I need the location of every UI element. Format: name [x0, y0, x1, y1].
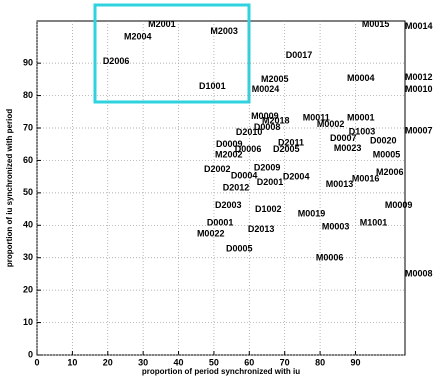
point-label: M0002 — [317, 119, 345, 129]
y-tick-label: 10 — [23, 317, 33, 327]
point-label: M0008 — [405, 268, 433, 278]
point-label: M2005 — [261, 74, 289, 84]
point-label: M2001 — [148, 19, 176, 29]
point-label: M2004 — [124, 31, 152, 41]
point-label: D0017 — [286, 50, 313, 60]
x-tick-label: 70 — [280, 357, 290, 367]
point-label: M0004 — [347, 73, 375, 83]
point-label: M0011 — [303, 112, 330, 122]
point-label: D0001 — [207, 217, 234, 227]
point-label: M0014 — [405, 21, 433, 31]
point-label: D2009 — [254, 162, 281, 172]
point-label: M0001 — [347, 112, 375, 122]
point-label: M2002 — [215, 149, 243, 159]
y-tick-label: 30 — [23, 252, 33, 262]
point-label: M0022 — [197, 228, 225, 238]
point-label: M2006 — [376, 167, 404, 177]
point-label: M2003 — [210, 26, 238, 36]
point-label: D2006 — [103, 56, 130, 66]
point-label: M0023 — [334, 143, 362, 153]
point-label: M0016 — [352, 173, 380, 183]
x-tick-label: 60 — [244, 357, 254, 367]
point-label: D2010 — [236, 127, 263, 137]
point-label: M0019 — [298, 208, 326, 218]
y-axis-label: proportion of iu synchronized with perio… — [5, 109, 14, 267]
point-label: M0015 — [362, 19, 390, 29]
y-tick-label: 90 — [23, 58, 33, 68]
point-label: D0007 — [330, 133, 357, 143]
point-label: D2002 — [204, 164, 231, 174]
point-label: D2011 — [278, 137, 304, 147]
point-label: D2013 — [248, 224, 275, 234]
point-label: D1002 — [255, 204, 282, 214]
point-label: M0003 — [322, 221, 350, 231]
point-label: M0009 — [385, 200, 413, 210]
point-label: D1003 — [349, 126, 376, 136]
point-label: D0006 — [235, 144, 262, 154]
y-tick-label: 40 — [23, 220, 33, 230]
point-label: M0012 — [405, 72, 433, 82]
plot-frame — [36, 20, 406, 356]
x-tick-label: 90 — [350, 357, 360, 367]
point-label: M0013 — [326, 179, 354, 189]
point-label: D0005 — [226, 243, 253, 253]
y-tick-label: 0 — [28, 349, 33, 359]
x-axis-label: proportion of period synchronized with i… — [142, 367, 300, 376]
x-tick-label: 30 — [138, 357, 148, 367]
point-label: D2001 — [257, 177, 284, 187]
point-label: M0006 — [316, 252, 344, 262]
y-tick-label: 50 — [23, 187, 33, 197]
point-label: M0010 — [405, 84, 433, 94]
point-label: M0009 — [251, 111, 279, 121]
y-tick-label: 80 — [23, 90, 33, 100]
y-tick-label: 20 — [23, 285, 33, 295]
x-tick-label: 80 — [315, 357, 325, 367]
point-label: D2005 — [273, 144, 300, 154]
x-tick-label: 40 — [174, 357, 184, 367]
point-label: M0007 — [405, 125, 433, 135]
point-label: D0020 — [370, 135, 397, 145]
point-label: D0009 — [216, 139, 243, 149]
point-label: M0024 — [252, 84, 280, 94]
point-label: M1001 — [360, 217, 388, 227]
x-tick-label: 10 — [67, 357, 77, 367]
point-label: M0005 — [373, 149, 401, 159]
y-tick-label: 70 — [23, 122, 33, 132]
point-label: M2018 — [262, 115, 290, 125]
x-tick-label: 50 — [209, 357, 219, 367]
point-label: D2004 — [283, 171, 310, 181]
x-tick-label: 0 — [34, 357, 39, 367]
point-label: D0008 — [254, 122, 281, 132]
point-label: D1001 — [199, 81, 226, 91]
point-label: D2003 — [215, 200, 242, 210]
point-label: D0004 — [231, 170, 258, 180]
highlight-box — [93, 3, 251, 104]
point-label: D2012 — [223, 182, 250, 192]
y-tick-label: 60 — [23, 155, 33, 165]
x-tick-label: 20 — [103, 357, 113, 367]
